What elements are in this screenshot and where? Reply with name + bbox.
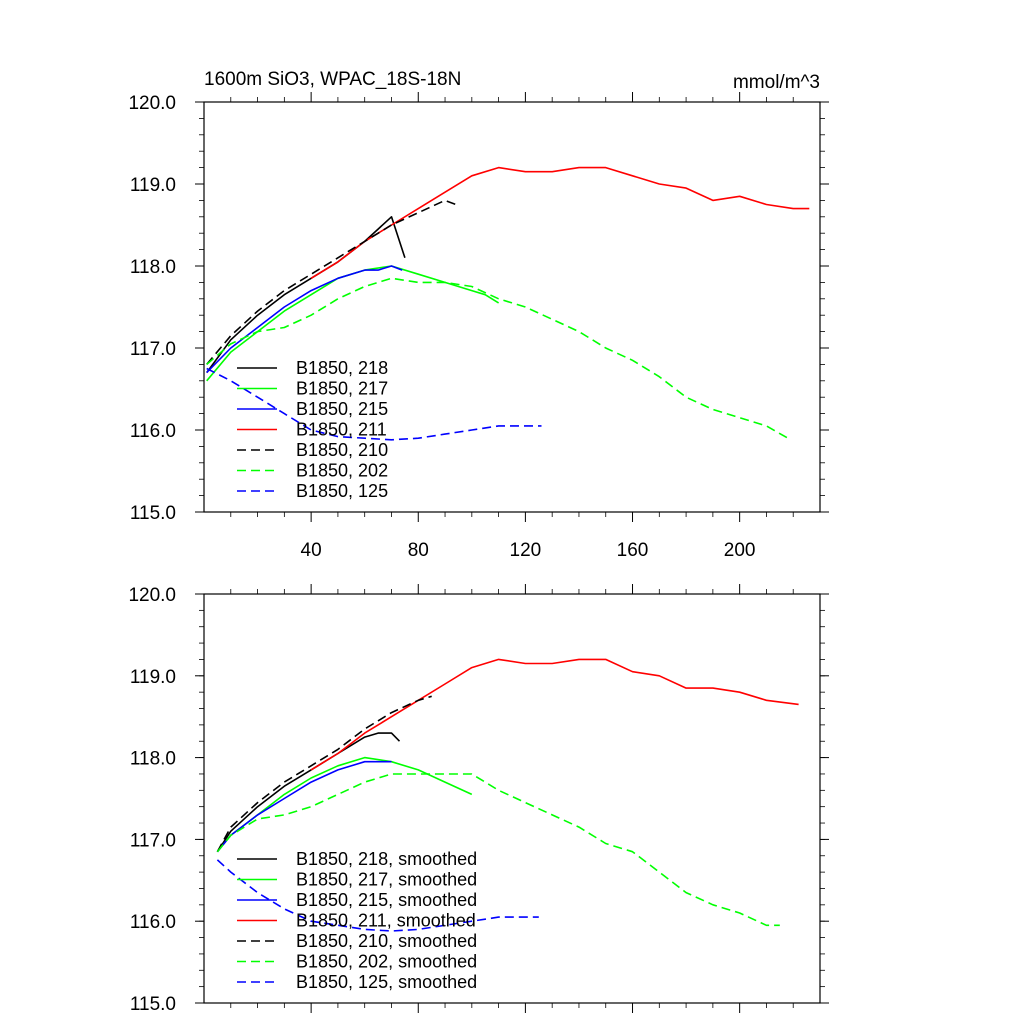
y-tick-label: 119.0 xyxy=(130,667,176,688)
series-line-6 xyxy=(216,773,780,927)
series-line-1 xyxy=(216,732,401,853)
y-tick-label: 120.0 xyxy=(128,585,176,606)
x-tick-label: 120 xyxy=(510,540,542,561)
legend-label: B1850, 211, smoothed xyxy=(296,911,476,931)
x-tick-label: 80 xyxy=(408,540,429,561)
series-line-6 xyxy=(206,277,789,439)
legend-label: B1850, 202 xyxy=(296,461,388,481)
y-tick-label: 115.0 xyxy=(130,994,176,1015)
series-line-4 xyxy=(310,658,799,771)
y-tick-label: 120.0 xyxy=(128,93,176,114)
legend-label: B1850, 215 xyxy=(296,399,388,419)
y-tick-label: 116.0 xyxy=(130,912,176,933)
legend-label: B1850, 210, smoothed xyxy=(296,931,477,951)
legend-label: B1850, 125 xyxy=(296,481,388,501)
legend-label: B1850, 217 xyxy=(296,379,388,399)
x-tick-label: 160 xyxy=(617,540,649,561)
legend-label: B1850, 218 xyxy=(296,358,388,378)
legend-label: B1850, 215, smoothed xyxy=(296,890,477,910)
y-tick-label: 116.0 xyxy=(130,421,176,442)
chart-title: 1600m SiO3, WPAC_18S-18N xyxy=(204,69,461,90)
series-line-5 xyxy=(216,695,432,853)
legend-label: B1850, 217, smoothed xyxy=(296,870,477,890)
plot-frame xyxy=(203,593,821,1004)
y-tick-label: 119.0 xyxy=(130,175,176,196)
legend-label: B1850, 125, smoothed xyxy=(296,972,477,992)
y-tick-label: 117.0 xyxy=(130,339,176,360)
series-line-7 xyxy=(216,859,539,932)
legend-label: B1850, 218, smoothed xyxy=(296,849,477,869)
x-tick-label: 200 xyxy=(724,540,756,561)
series-line-5 xyxy=(206,199,457,365)
y-tick-label: 117.0 xyxy=(130,830,176,851)
chart-panel-1: 115.0 116.0 117.0 118.0 119.0 120.0 40 80 120 160… xyxy=(128,69,829,561)
legend-label: B1850, 210 xyxy=(296,440,388,460)
series-line-7 xyxy=(206,367,542,441)
legend-label: B1850, 202, smoothed xyxy=(296,952,477,972)
y-tick-label: 118.0 xyxy=(130,257,176,278)
y-tick-label: 115.0 xyxy=(130,503,176,524)
series-line-3 xyxy=(216,760,392,853)
units-label: mmol/m^3 xyxy=(733,72,820,93)
y-tick-label: 118.0 xyxy=(130,749,176,770)
plot-frame xyxy=(203,101,821,513)
chart-panel-2: 115.0 116.0 117.0 118.0 119.0 120.0 B1850, 218… xyxy=(128,584,829,1015)
legend-label: B1850, 211 xyxy=(296,420,387,440)
x-tick-label: 40 xyxy=(301,540,322,561)
